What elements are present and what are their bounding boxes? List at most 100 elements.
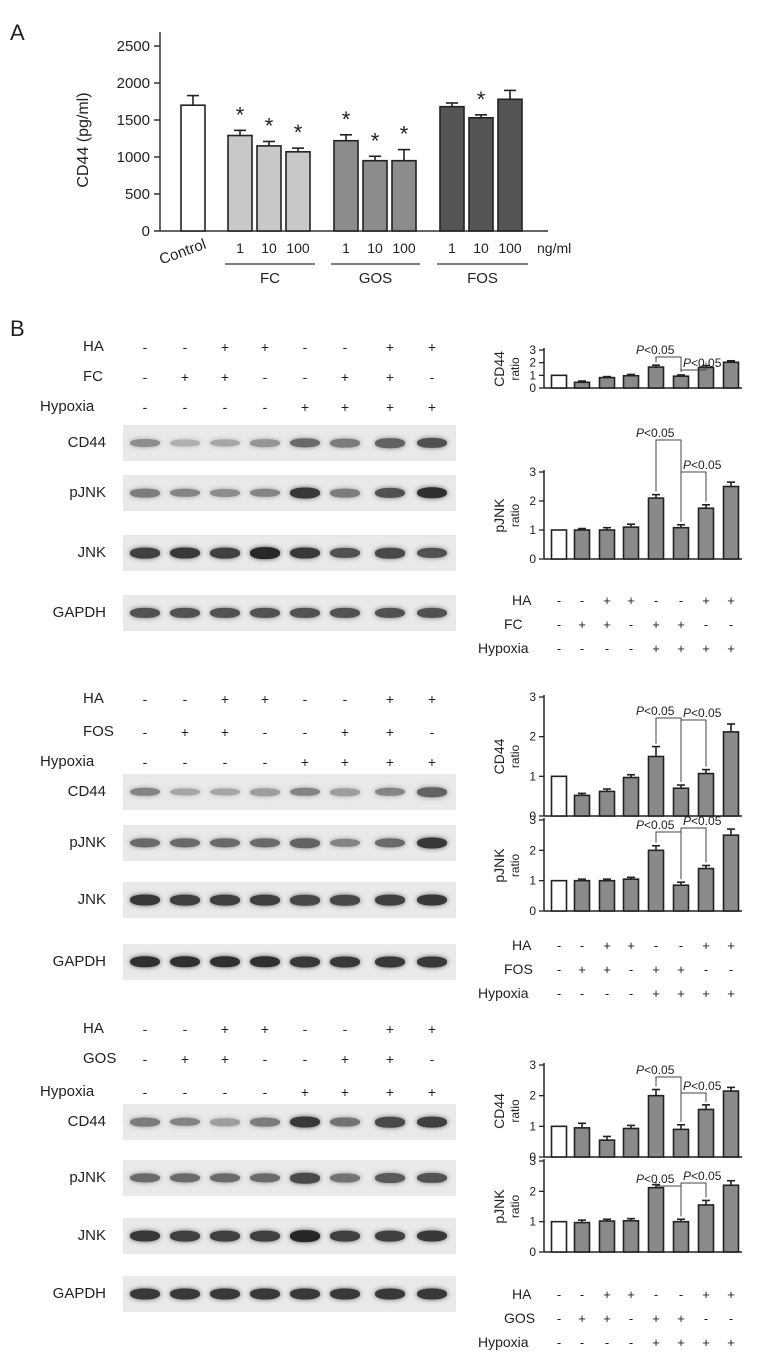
treatment-sign: - [557, 1335, 561, 1350]
blot-band [170, 488, 200, 498]
blot-band [417, 547, 447, 559]
treatment-row-label: HA [83, 338, 104, 355]
treatment-sign: + [627, 938, 635, 953]
blot-band [170, 838, 200, 848]
treatment-sign: + [220, 1021, 230, 1037]
bar [227, 134, 253, 232]
bar [256, 145, 282, 232]
treatment-sign: - [580, 593, 584, 608]
treatment-sign: - [580, 1335, 584, 1350]
treatment-sign: + [727, 1287, 735, 1302]
blot-strip [123, 1160, 456, 1196]
treatment-sign: - [142, 399, 148, 415]
blot-row-label: CD44 [67, 783, 106, 800]
treatment-sign: - [262, 754, 268, 770]
treatment-sign: + [427, 1021, 437, 1037]
blot-band [375, 1230, 405, 1242]
significance-star: * [265, 113, 274, 138]
blot-band [375, 956, 405, 968]
treatment-sign: - [142, 1021, 148, 1037]
treatment-sign: + [727, 986, 735, 1001]
y-tick-label: 1 [529, 874, 536, 888]
blot-row-label: CD44 [67, 1113, 106, 1130]
treatment-sign: - [429, 724, 435, 740]
blot-row-label: JNK [77, 891, 106, 908]
ratio-bar [722, 834, 740, 912]
treatment-sign: - [557, 938, 561, 953]
blot-row-label: pJNK [69, 1169, 106, 1186]
blot-strip [123, 774, 456, 810]
blot-band [130, 787, 160, 797]
treatment-sign: + [603, 1311, 611, 1326]
ratio-bar [622, 526, 640, 560]
p-value-label: P<0.05 [683, 1079, 722, 1093]
ratio-bar [598, 879, 616, 912]
ratio-chart: 0 1 2 3 pJNK ratio P<0.05 P<0.05 HA - - + + - - + + FC - + +… [478, 426, 742, 656]
ratio-bar [598, 529, 616, 560]
blot-strip [123, 1276, 456, 1312]
blot-strip [123, 475, 456, 511]
treatment-sign: + [677, 1311, 685, 1326]
treatment-sign: + [727, 1335, 735, 1350]
treatment-sign: - [605, 1335, 609, 1350]
blot-band [330, 547, 360, 559]
treatment-sign: - [605, 986, 609, 1001]
treatment-sign: + [385, 1084, 395, 1100]
y-tick-label: 2 [529, 843, 536, 857]
blot-row-label: JNK [77, 1227, 106, 1244]
blot-band [250, 1288, 280, 1300]
blot-strip [123, 595, 456, 631]
treatment-sign: - [262, 724, 268, 740]
ratio-bar [573, 1221, 591, 1253]
y-tick-label: 3 [529, 465, 536, 479]
ratio-bar [622, 1219, 640, 1253]
y-tick-label: 3 [529, 690, 536, 704]
p-value-label: P<0.05 [683, 706, 722, 720]
treatment-sign: + [677, 641, 685, 656]
y-tick-label: 500 [125, 186, 150, 203]
treatment-sign: - [262, 1084, 268, 1100]
treatment-sign: + [702, 1335, 710, 1350]
y-tick-label: 0 [529, 809, 536, 823]
ratio-chart: 0 1 2 3 pJNK ratio P<0.05 P<0.05 HA - - + + - - + + FOS - +… [478, 813, 742, 1001]
blot-band [375, 894, 405, 906]
y-tick-label: 1 [529, 769, 536, 783]
blot-band [417, 894, 447, 906]
blot-band [210, 956, 240, 968]
treatment-sign: - [729, 962, 733, 977]
blot-row-label: GAPDH [52, 953, 106, 970]
blot-band [130, 1230, 160, 1242]
blot-band [417, 1288, 447, 1300]
y-tick-label: 2 [529, 1089, 536, 1103]
treatment-sign: - [182, 1084, 188, 1100]
p-value-label: P<0.05 [683, 356, 722, 370]
y-axis-label: CD44 [491, 1093, 507, 1129]
treatment-sign: + [300, 1084, 310, 1100]
y-tick-label: 2000 [117, 75, 150, 92]
blot-band [210, 894, 240, 906]
p-value-label: P<0.05 [636, 704, 675, 718]
treatment-sign: + [385, 724, 395, 740]
blot-row-label: pJNK [69, 484, 106, 501]
treatment-row-label: HA [512, 592, 532, 608]
treatment-sign: + [340, 399, 350, 415]
blot-band [375, 607, 405, 619]
ratio-bar [598, 376, 616, 389]
blot-band [290, 787, 320, 797]
significance-bracket [680, 471, 707, 522]
treatment-sign: + [180, 1051, 190, 1067]
y-tick-label: 3 [529, 1058, 536, 1072]
blot-band [330, 1288, 360, 1300]
treatment-sign: + [652, 1311, 660, 1326]
blot-band [130, 1117, 160, 1127]
treatment-sign: + [702, 1287, 710, 1302]
treatment-sign: + [300, 754, 310, 770]
blot-band [170, 1117, 200, 1127]
treatment-sign: - [679, 938, 683, 953]
blot-band [210, 547, 240, 559]
ratio-bar [550, 1220, 568, 1253]
treatment-sign: + [677, 962, 685, 977]
treatment-sign: + [300, 399, 310, 415]
